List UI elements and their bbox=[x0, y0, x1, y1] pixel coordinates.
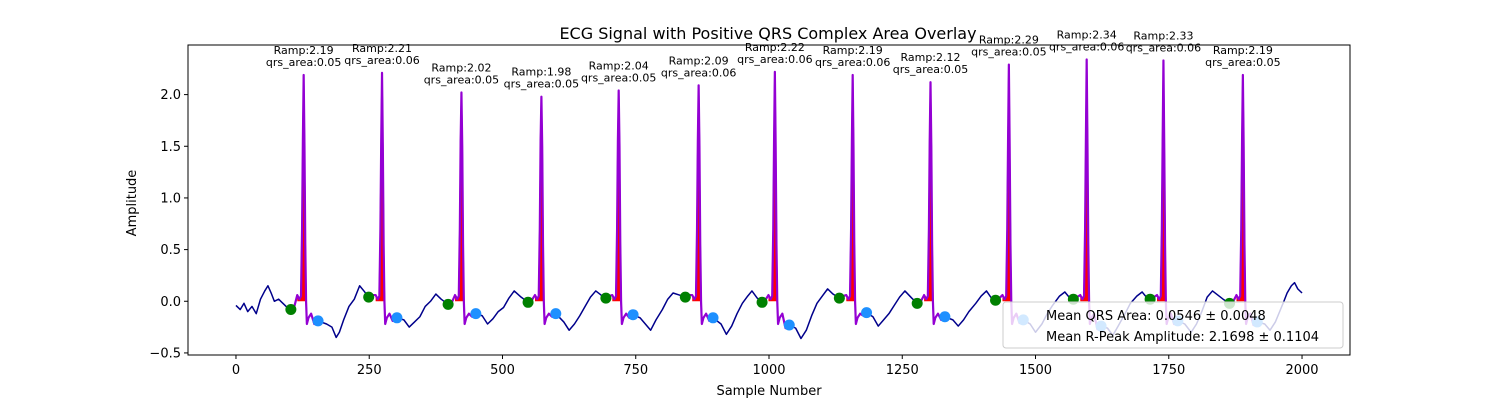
x-tick-label: 500 bbox=[490, 363, 515, 378]
x-tick-label: 1250 bbox=[886, 363, 919, 378]
qrs-segment-line bbox=[838, 73, 868, 326]
beat-ramp-label: Ramp:2.34 bbox=[1057, 28, 1117, 41]
beat-ramp-label: Ramp:2.12 bbox=[900, 51, 960, 64]
qrs-offset-marker bbox=[391, 312, 403, 324]
beat-qrs-area-label: qrs_area:0.05 bbox=[581, 71, 656, 84]
qrs-onset-marker bbox=[679, 291, 691, 303]
ecg-signal-layer bbox=[235, 58, 1303, 340]
qrs-offset-marker bbox=[783, 319, 795, 331]
qrs-segment-line bbox=[290, 73, 319, 326]
beat-qrs-area-label: qrs_area:0.06 bbox=[661, 66, 736, 79]
qrs-onset-marker bbox=[756, 296, 768, 308]
qrs-area-fills bbox=[297, 59, 1246, 302]
x-axis-label: Sample Number bbox=[716, 384, 822, 399]
qrs-offset-marker bbox=[939, 311, 951, 323]
qrs-onset-marker bbox=[911, 297, 923, 309]
beat-ramp-label: Ramp:2.04 bbox=[589, 59, 649, 72]
beat-annotations: Ramp:2.19qrs_area:0.05Ramp:2.21qrs_area:… bbox=[266, 28, 1281, 90]
beat-qrs-area-label: qrs_area:0.05 bbox=[893, 63, 968, 76]
qrs-segment-line bbox=[761, 70, 790, 330]
qrs-segment-line bbox=[684, 84, 714, 326]
qrs-offset-marker bbox=[707, 312, 719, 324]
legend-entry-mean-qrs-area: Mean QRS Area: 0.0546 ± 0.0048 bbox=[1046, 309, 1266, 324]
x-tick-label: 1000 bbox=[752, 363, 785, 378]
chart-title: ECG Signal with Positive QRS Complex Are… bbox=[559, 24, 976, 43]
qrs-onset-marker bbox=[442, 298, 454, 310]
x-tick-label: 250 bbox=[357, 363, 382, 378]
beat-qrs-area-label: qrs_area:0.06 bbox=[737, 53, 812, 66]
legend-box bbox=[1002, 301, 1344, 349]
qrs-segment-line bbox=[447, 91, 477, 326]
legend-entry-mean-r-peak-amplitude: Mean R-Peak Amplitude: 2.1698 ± 0.1104 bbox=[1046, 330, 1319, 345]
y-tick-label: 2.0 bbox=[160, 88, 181, 103]
beat-ramp-label: Ramp:2.19 bbox=[823, 44, 883, 57]
qrs-onset-marker bbox=[522, 296, 534, 308]
qrs-onset-marker bbox=[285, 304, 297, 316]
beat-qrs-area-label: qrs_area:0.05 bbox=[504, 78, 579, 91]
qrs-onset-marker bbox=[363, 291, 375, 303]
qrs-offset-marker bbox=[312, 315, 324, 327]
beat-ramp-label: Ramp:2.29 bbox=[979, 34, 1039, 47]
qrs-segment-line bbox=[916, 81, 946, 326]
y-tick-label: 1.5 bbox=[160, 140, 181, 155]
beat-qrs-area-label: qrs_area:0.05 bbox=[971, 46, 1046, 59]
beat-qrs-area-label: qrs_area:0.06 bbox=[1049, 40, 1124, 53]
x-tick-label: 750 bbox=[623, 363, 648, 378]
legend: Mean QRS Area: 0.0546 ± 0.0048 Mean R-Pe… bbox=[1002, 301, 1344, 349]
beat-ramp-label: Ramp:2.22 bbox=[745, 41, 805, 54]
y-tick-label: −0.5 bbox=[149, 346, 181, 361]
y-axis-label: Amplitude bbox=[125, 170, 140, 237]
y-tick-label: 1.0 bbox=[160, 191, 181, 206]
beat-ramp-label: Ramp:2.19 bbox=[274, 44, 334, 57]
x-tick-label: 0 bbox=[232, 363, 240, 378]
y-tick-label: 0.5 bbox=[160, 243, 181, 258]
beat-qrs-area-label: qrs_area:0.05 bbox=[424, 74, 499, 87]
beat-qrs-area-label: qrs_area:0.05 bbox=[266, 56, 341, 69]
beat-qrs-area-label: qrs_area:0.06 bbox=[815, 56, 890, 69]
y-tick-label: 0.0 bbox=[160, 295, 181, 310]
qrs-segment-line bbox=[527, 95, 557, 326]
beat-ramp-label: Ramp:2.09 bbox=[669, 54, 729, 67]
qrs-offset-marker bbox=[627, 309, 639, 321]
qrs-onset-marker bbox=[600, 292, 612, 304]
plot-area bbox=[235, 58, 1303, 340]
beat-ramp-label: Ramp:2.02 bbox=[431, 62, 491, 75]
x-tick-label: 1500 bbox=[1019, 363, 1052, 378]
x-tick-label: 2000 bbox=[1285, 363, 1318, 378]
qrs-onset-marker bbox=[990, 294, 1002, 306]
y-axis: −0.5 0.0 0.5 1.0 1.5 2.0 bbox=[149, 88, 188, 361]
qrs-segment-line bbox=[368, 71, 398, 326]
qrs-segment-line bbox=[605, 89, 634, 326]
beat-qrs-area-label: qrs_area:0.05 bbox=[1205, 56, 1280, 69]
beat-ramp-label: Ramp:1.98 bbox=[511, 66, 571, 79]
qrs-offset-marker bbox=[550, 308, 562, 320]
qrs-onset-marker bbox=[833, 292, 845, 304]
x-tick-label: 1750 bbox=[1152, 363, 1185, 378]
qrs-offset-marker bbox=[861, 307, 873, 319]
beat-qrs-area-label: qrs_area:0.06 bbox=[344, 54, 419, 67]
qrs-offset-marker bbox=[470, 308, 482, 320]
x-axis: 0 250 500 750 1000 1250 1500 1750 2000 bbox=[232, 355, 1319, 378]
beat-qrs-area-label: qrs_area:0.06 bbox=[1126, 42, 1201, 55]
beat-ramp-label: Ramp:2.19 bbox=[1213, 44, 1273, 57]
beat-ramp-label: Ramp:2.33 bbox=[1133, 30, 1193, 43]
